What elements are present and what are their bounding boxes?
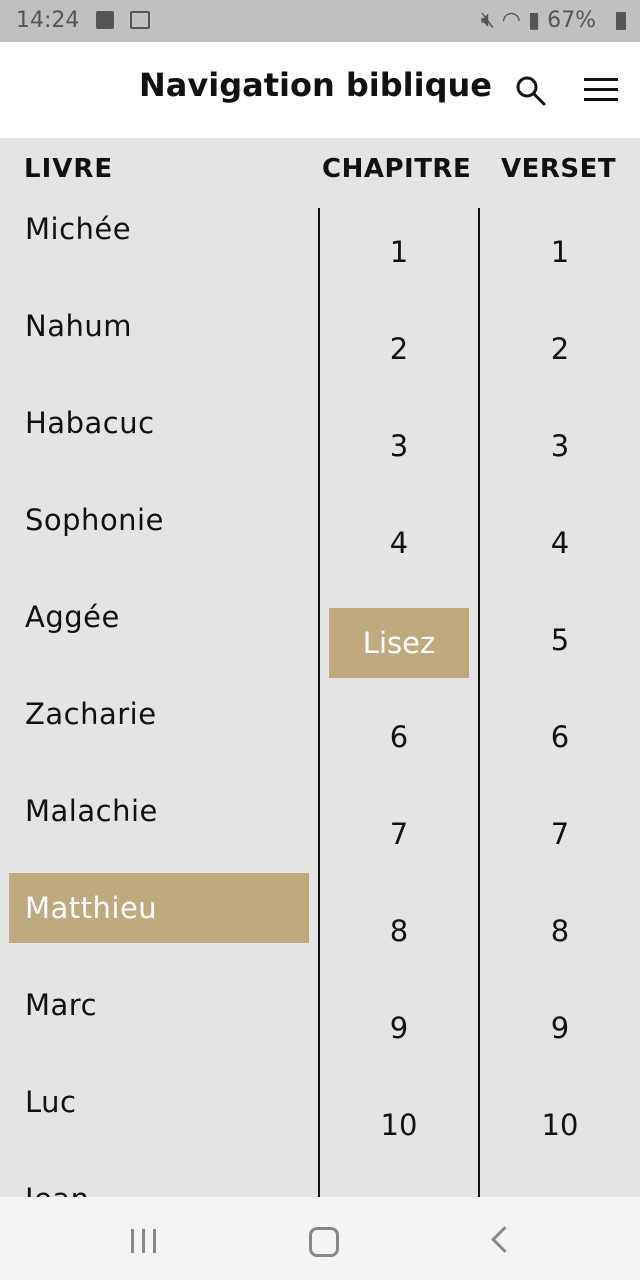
column-header-verse: VERSET: [501, 154, 617, 184]
image-icon: [96, 11, 114, 29]
verse-item[interactable]: 10: [541, 1108, 579, 1142]
home-icon[interactable]: [309, 1227, 339, 1257]
mute-icon: 🔇︎: [480, 8, 495, 33]
book-item[interactable]: Aggée: [25, 600, 120, 634]
chapter-item[interactable]: 9: [389, 1011, 409, 1045]
book-item[interactable]: Marc: [25, 988, 98, 1022]
column-header-book: LIVRE: [24, 154, 114, 184]
connectivity-icons: 🔇︎ ◠ ▮ 67%: [481, 8, 596, 33]
verse-item[interactable]: 8: [550, 914, 570, 948]
verse-item[interactable]: 5: [550, 623, 570, 657]
page-title: Navigation biblique: [139, 66, 492, 104]
chapter-item[interactable]: 4: [389, 526, 409, 560]
verse-item[interactable]: 3: [550, 429, 570, 463]
book-item[interactable]: Luc: [25, 1085, 77, 1119]
app-header: Navigation biblique: [0, 42, 640, 138]
chapter-item[interactable]: 1: [389, 235, 409, 269]
verse-item[interactable]: 1: [550, 235, 570, 269]
battery-icon: [616, 12, 626, 30]
read-button[interactable]: Lisez: [329, 608, 469, 678]
wifi-icon: ◠: [501, 8, 521, 33]
status-bar: 14:24 🔇︎ ◠ ▮ 67%: [0, 0, 640, 42]
verse-item[interactable]: 7: [550, 817, 570, 851]
verse-item[interactable]: 2: [550, 332, 570, 366]
verse-item[interactable]: 4: [550, 526, 570, 560]
chapter-item[interactable]: 2: [389, 332, 409, 366]
column-divider: [478, 208, 480, 1197]
chapter-item[interactable]: 10: [380, 1108, 418, 1142]
verse-item[interactable]: 9: [550, 1011, 570, 1045]
book-item[interactable]: Malachie: [25, 794, 158, 828]
verse-item[interactable]: 6: [550, 720, 570, 754]
recent-apps-icon[interactable]: [131, 1229, 157, 1253]
battery-percent: 67%: [547, 8, 596, 33]
chapter-item[interactable]: 8: [389, 914, 409, 948]
column-header-chapter: CHAPITRE: [322, 154, 472, 184]
search-icon[interactable]: [514, 74, 546, 106]
book-item-selected[interactable]: Matthieu: [9, 873, 309, 943]
chapter-item[interactable]: 3: [389, 429, 409, 463]
book-item[interactable]: Nahum: [25, 309, 132, 343]
book-item[interactable]: Sophonie: [25, 503, 164, 537]
column-divider: [318, 208, 320, 1197]
system-nav-bar: [0, 1197, 640, 1280]
menu-icon[interactable]: [584, 78, 618, 104]
chapter-item[interactable]: 7: [389, 817, 409, 851]
status-time: 14:24: [16, 8, 80, 33]
book-item[interactable]: Zacharie: [25, 697, 157, 731]
book-item[interactable]: Michée: [25, 212, 132, 246]
back-icon[interactable]: [491, 1226, 518, 1253]
gmail-icon: [130, 11, 150, 29]
signal-icon: ▮: [527, 8, 541, 33]
chapter-item[interactable]: 6: [389, 720, 409, 754]
book-item[interactable]: Habacuc: [25, 406, 155, 440]
